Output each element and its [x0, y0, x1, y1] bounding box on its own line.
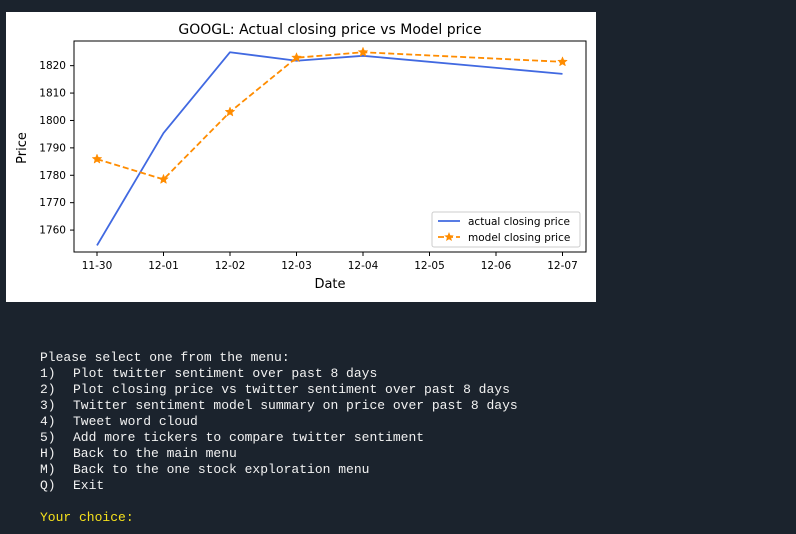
x-axis-label: Date [314, 277, 345, 292]
x-tick-label: 12-01 [148, 260, 179, 272]
menu-item[interactable]: 5) Add more tickers to compare twitter se… [40, 430, 518, 446]
choice-prompt[interactable]: Your choice: [40, 510, 134, 525]
menu-item-label: Twitter sentiment model summary on price… [73, 398, 518, 413]
plot-frame [73, 40, 587, 253]
y-axis-ticks: 1760 1770 1780 1790 1800 1810 1820 [39, 60, 74, 237]
menu-item-label: Tweet word cloud [73, 414, 198, 429]
x-tick-label: 12-04 [348, 260, 379, 272]
chart-legend: actual closing price model closing price [431, 211, 581, 248]
model-price-point [224, 106, 236, 117]
legend-box [431, 211, 581, 248]
model-price-point [557, 56, 568, 67]
actual-price-line [96, 51, 563, 246]
y-tick-label: 1780 [39, 170, 66, 182]
menu-item-label: Back to the main menu [73, 446, 237, 461]
model-price-point [91, 153, 103, 164]
y-tick-label: 1790 [39, 142, 66, 154]
menu-item-label: Plot twitter sentiment over past 8 days [73, 366, 378, 381]
menu-item-key: H) [40, 446, 56, 461]
y-tick-label: 1820 [39, 60, 66, 72]
menu-item[interactable]: Q) Exit [40, 478, 518, 494]
x-tick-label: 12-07 [547, 260, 578, 272]
x-tick-label: 12-05 [414, 260, 445, 272]
legend-label-actual: actual closing price [468, 216, 570, 228]
x-tick-label: 11-30 [82, 260, 113, 272]
x-tick-label: 12-02 [215, 260, 246, 272]
menu-item[interactable]: 2) Plot closing price vs twitter sentimen… [40, 382, 518, 398]
menu-item-label: Exit [73, 478, 105, 493]
menu-item[interactable]: 3) Twitter sentiment model summary on pri… [40, 398, 518, 414]
menu-item[interactable]: 1) Plot twitter sentiment over past 8 day… [40, 366, 518, 382]
series-layer [91, 46, 568, 246]
y-tick-label: 1760 [39, 225, 66, 237]
menu-item[interactable]: H) Back to the main menu [40, 446, 518, 462]
menu-item-key: 4) [40, 414, 56, 429]
x-axis-ticks: 11-30 12-01 12-02 12-03 12-04 12-05 12-06 12-07 [82, 252, 578, 272]
menu-item-label: Back to the one stock exploration menu [73, 462, 370, 477]
menu-prompt: Please select one from the menu: [40, 350, 290, 365]
x-tick-label: 12-06 [481, 260, 512, 272]
menu-item-key: 2) [40, 382, 56, 397]
chart-title: GOOGL: Actual closing price vs Model pri… [178, 22, 481, 38]
menu-list: 1) Plot twitter sentiment over past 8 day… [40, 366, 518, 494]
model-price-line [96, 51, 563, 181]
menu-item-key: 5) [40, 430, 56, 445]
y-tick-label: 1770 [39, 197, 66, 209]
x-tick-label: 12-03 [281, 260, 312, 272]
menu-item[interactable]: M) Back to the one stock exploration menu [40, 462, 518, 478]
y-tick-label: 1800 [39, 115, 66, 127]
price-chart: GOOGL: Actual closing price vs Model pri… [15, 22, 587, 292]
menu-item-label: Add more tickers to compare twitter sent… [73, 430, 425, 445]
legend-label-model: model closing price [468, 232, 570, 244]
menu-item[interactable]: 4) Tweet word cloud [40, 414, 518, 430]
menu-item-key: Q) [40, 478, 56, 493]
menu-item-key: 1) [40, 366, 56, 381]
model-price-point [357, 46, 369, 57]
menu-item-key: 3) [40, 398, 56, 413]
y-axis-label: Price [15, 132, 30, 164]
menu-item-label: Plot closing price vs twitter sentiment … [73, 382, 510, 397]
legend-marker-model [444, 232, 454, 242]
menu-item-key: M) [40, 462, 56, 477]
chart-panel: GOOGL: Actual closing price vs Model pri… [6, 12, 596, 302]
model-price-point [291, 52, 302, 63]
model-price-point [158, 173, 169, 184]
y-tick-label: 1810 [39, 88, 66, 100]
